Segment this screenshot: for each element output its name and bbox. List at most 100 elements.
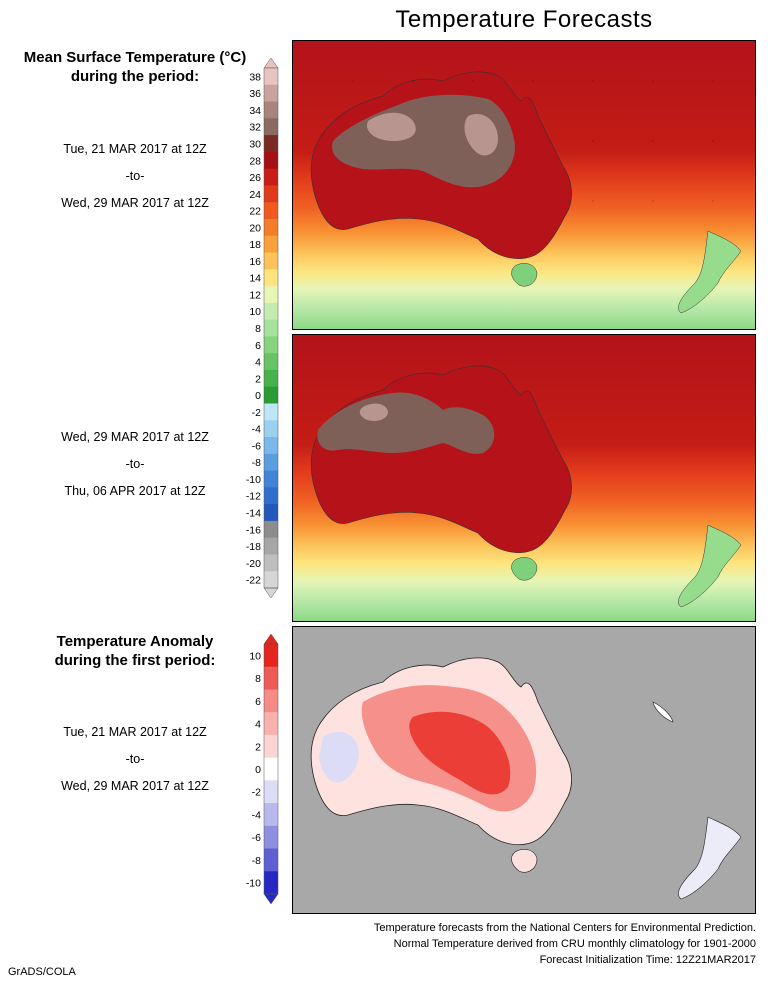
temp-colorbar-tick-label: 22 <box>249 206 261 218</box>
anom-colorbar-tick-label: -6 <box>252 832 261 844</box>
footer-notes: Temperature forecasts from the National … <box>374 920 756 968</box>
temp-colorbar-tick-label: 10 <box>249 306 261 318</box>
new-zealand <box>678 816 742 900</box>
period1-start: Tue, 21 MAR 2017 at 12Z <box>63 142 207 156</box>
temp-colorbar-swatch <box>264 235 278 254</box>
period3-start: Tue, 21 MAR 2017 at 12Z <box>63 725 207 739</box>
temp-colorbar-swatch <box>264 68 278 86</box>
temp-colorbar-tick-label: 4 <box>255 357 261 369</box>
temp-colorbar-tick-label: -16 <box>246 524 261 536</box>
anom-colorbar-tick-label: 2 <box>255 741 261 753</box>
temp-colorbar-tick-label: -2 <box>252 407 261 419</box>
temp-colorbar-swatch <box>264 286 278 304</box>
temp-colorbar-swatch <box>264 252 278 270</box>
hot-anomaly-core <box>409 711 511 795</box>
map-panel-period1[interactable] <box>292 40 756 330</box>
anom-colorbar-tick-label: 10 <box>249 650 261 662</box>
anom-colorbar-tick-label: -10 <box>246 878 261 890</box>
temp-colorbar-swatch <box>264 571 278 589</box>
temp-colorbar-swatch <box>264 537 278 555</box>
temp-colorbar-swatch <box>264 403 278 421</box>
credit-label: GrADS/COLA <box>8 966 76 978</box>
temp-colorbar-swatch <box>264 487 278 505</box>
temp-colorbar-tick-label: -10 <box>246 474 261 486</box>
anom-colorbar-swatch <box>264 848 278 872</box>
temp-colorbar-tick-label: -4 <box>252 424 261 436</box>
mean-temp-heading: Mean Surface Temperature (°C) during the… <box>0 48 270 86</box>
anom-colorbar-swatch <box>264 871 278 895</box>
temp-colorbar-tick-label: 14 <box>249 273 261 285</box>
anom-colorbar-tick-label: 6 <box>255 696 261 708</box>
temp-colorbar-swatch <box>264 185 278 203</box>
temp-colorbar-tick-label: -18 <box>246 541 261 553</box>
period3-sep: -to- <box>125 752 145 766</box>
period2-start: Wed, 29 MAR 2017 at 12Z <box>61 430 209 444</box>
map-panel-period2[interactable] <box>292 334 756 622</box>
temp-colorbar-tick-label: 38 <box>249 71 261 83</box>
anom-colorbar-swatch <box>264 644 278 668</box>
temp-colorbar-swatch <box>264 135 278 153</box>
temp-colorbar-tick-label: 12 <box>249 289 261 301</box>
hottest-core <box>367 112 498 156</box>
mean-temp-heading-line1: Mean Surface Temperature (°C) <box>23 49 247 66</box>
temp-colorbar-swatch <box>264 118 278 136</box>
temp-colorbar-tick-label: 26 <box>249 172 261 184</box>
temp-colorbar-swatch <box>264 453 278 472</box>
page-title: Temperature Forecasts <box>395 6 653 33</box>
temp-colorbar-tick-label: 20 <box>249 222 261 234</box>
footer-line1: Temperature forecasts from the National … <box>373 922 756 934</box>
temp-colorbar-tick-label: -22 <box>246 575 261 587</box>
temp-colorbar-swatch <box>264 302 278 321</box>
temp-colorbar-tick-label: -8 <box>252 457 261 469</box>
cool-west-anomaly <box>319 731 359 783</box>
temp-colorbar-tick-label: 28 <box>249 155 261 167</box>
temp-colorbar-tick-label: 18 <box>249 239 261 251</box>
temp-colorbar-tick-label: 16 <box>249 256 261 268</box>
period2-end: Thu, 06 APR 2017 at 12Z <box>64 484 206 498</box>
temp-colorbar-tick-label: 2 <box>255 373 261 385</box>
temperature-colorbar: 38 36 34 32 30 28 26 24 22 20 18 16 14 12 10 8 6 4 2 0 -2 -4-… <box>236 57 284 599</box>
new-zealand <box>678 524 742 608</box>
tasmania <box>511 849 538 873</box>
temp-colorbar-tick-label: 6 <box>255 340 261 352</box>
temp-colorbar-swatch <box>264 269 278 287</box>
anom-colorbar-swatch <box>264 666 278 690</box>
temp-colorbar-swatch <box>264 353 278 371</box>
temp-colorbar-swatch <box>264 168 278 186</box>
footer-line3: Forecast Initialization Time: 12Z21MAR20… <box>539 954 756 966</box>
temp-colorbar-swatch <box>264 504 278 522</box>
temp-colorbar-swatch <box>264 336 278 354</box>
temp-colorbar-tick-label: 0 <box>255 390 261 402</box>
anom-colorbar-bottom-arrow <box>263 893 279 905</box>
anom-colorbar-tick-label: -8 <box>252 855 261 867</box>
temp-colorbar-swatch <box>264 437 278 455</box>
hot-interior <box>317 392 495 454</box>
tasmania <box>511 263 538 287</box>
temp-colorbar-swatch <box>264 202 278 220</box>
temp-colorbar-swatch <box>264 520 278 539</box>
anom-colorbar-swatch <box>264 825 278 850</box>
anom-colorbar-swatch <box>264 734 278 759</box>
anom-colorbar-tick-label: -2 <box>252 787 261 799</box>
temp-colorbar-swatch <box>264 84 278 103</box>
mean-temp-heading-line2: during the period: <box>70 68 200 85</box>
temp-colorbar-swatch <box>264 369 278 388</box>
map-panel-anomaly[interactable] <box>292 626 756 914</box>
anom-colorbar-swatch <box>264 712 278 736</box>
temp-colorbar-swatch <box>264 218 278 237</box>
temp-colorbar-tick-label: -6 <box>252 440 261 452</box>
temp-colorbar-swatch <box>264 151 278 170</box>
temp-colorbar-tick-label: 36 <box>249 88 261 100</box>
temp-colorbar-swatch <box>264 420 278 438</box>
period1-sep: -to- <box>125 169 145 183</box>
anomaly-heading-line1: Temperature Anomaly <box>56 633 214 650</box>
footer-line2: Normal Temperature derived from CRU mont… <box>393 938 756 950</box>
tasmania <box>511 557 538 581</box>
anom-colorbar-top-arrow <box>263 633 279 645</box>
temp-colorbar-tick-label: -14 <box>246 508 261 520</box>
anom-colorbar-tick-label: 4 <box>255 719 261 731</box>
temp-colorbar-outline <box>263 67 279 589</box>
temp-colorbar-swatch <box>264 470 278 488</box>
anomaly-heading-line2: during the first period: <box>54 652 216 669</box>
temp-colorbar-bottom-arrow <box>263 587 279 599</box>
